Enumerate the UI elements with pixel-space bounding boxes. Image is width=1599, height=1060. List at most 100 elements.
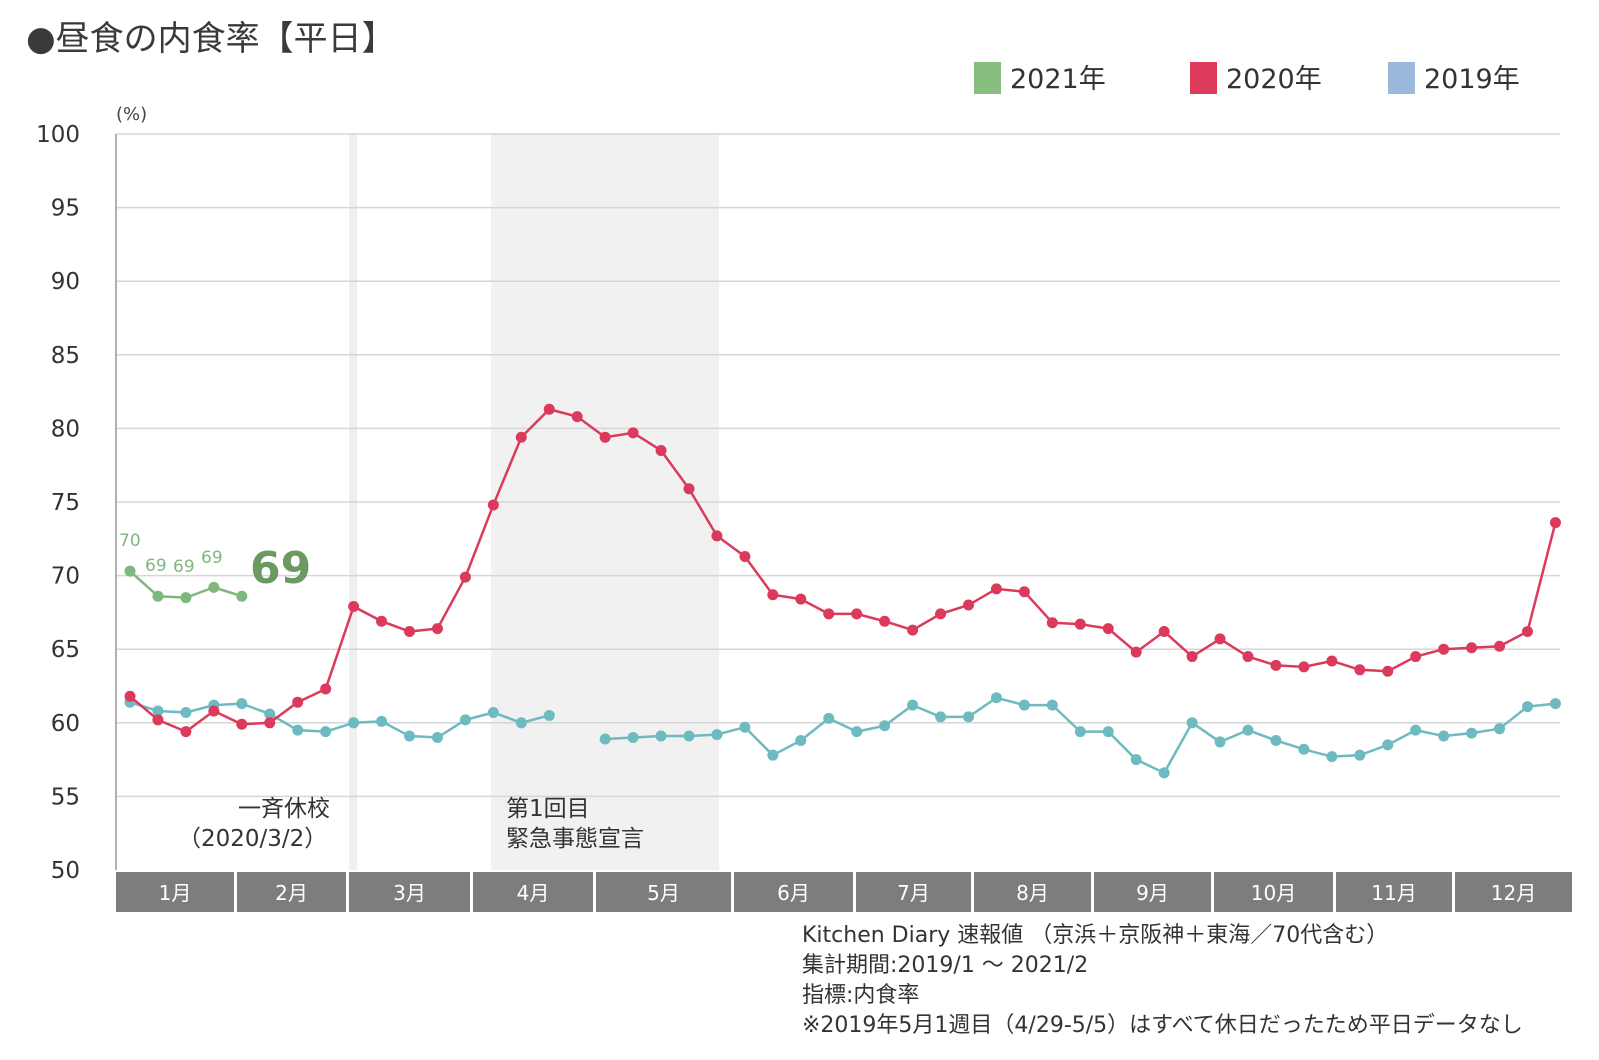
month-label-8: 8月 (1016, 881, 1049, 905)
month-cell-2 (237, 872, 346, 912)
legend-item-2020: 2020年 (1190, 62, 1322, 95)
series-2021-point-4 (236, 590, 248, 602)
series-2020-point-30 (963, 599, 974, 611)
series-2020-point-35 (1102, 623, 1114, 635)
series-2019-point-48 (1466, 727, 1478, 739)
series-2020-point-49 (1494, 640, 1506, 652)
series-2020-point-29 (935, 608, 947, 620)
chart-title: ●昼食の内食率【平日】 (26, 19, 396, 59)
month-cell-3 (349, 872, 470, 912)
annotation-emergency-line2: 緊急事態宣言 (506, 826, 644, 852)
month-label-1: 1月 (159, 881, 192, 905)
series-2020-point-19 (655, 444, 667, 456)
series-2020-point-28 (907, 624, 919, 636)
note-period: 集計期間:2019/1 ～ 2021/2 (802, 953, 1088, 978)
series-2020-point-50 (1522, 626, 1533, 638)
legend-label-2020: 2020年 (1226, 64, 1322, 95)
legend: 2021年 2020年 2019年 (974, 62, 1520, 95)
series-2019-point-38 (1186, 717, 1198, 729)
month-label-10: 10月 (1251, 881, 1296, 905)
annotation-emergency-line1: 第1回目 (506, 796, 590, 822)
series-2019-point-32 (1018, 699, 1030, 711)
series-2020-point-27 (879, 615, 891, 627)
series-2019-point-50 (1522, 701, 1533, 713)
series-2020-point-18 (627, 427, 639, 439)
series-2020-point-21 (711, 530, 723, 542)
series-2020-point-46 (1410, 651, 1422, 663)
series-2020-point-43 (1326, 655, 1338, 667)
annotation-school-closure: 一斉休校 （2020/3/2） (178, 796, 330, 852)
series-2020-point-44 (1354, 664, 1366, 676)
series-2020-point-42 (1298, 661, 1310, 673)
series-2019-point-14 (515, 717, 527, 729)
series-2020-point-45 (1382, 665, 1394, 677)
y-axis-ticks: 50 55 60 65 70 75 80 85 90 95 100 (36, 122, 80, 884)
series-2019-point-13 (487, 706, 499, 718)
series-2019-point-41 (1270, 734, 1282, 746)
source-notes: Kitchen Diary 速報値 （京浜＋京阪神＋東海／70代含む） 集計期間… (802, 923, 1523, 1038)
grid-lines (116, 133, 1560, 798)
month-cell-7 (856, 872, 971, 912)
series-2020-point-22 (739, 550, 751, 562)
series-2019-point-42 (1298, 743, 1310, 755)
series-2020-point-39 (1214, 633, 1226, 645)
series-2019-point-12 (459, 714, 471, 726)
series-2019-point-46 (1410, 724, 1422, 736)
series-2020-point-41 (1270, 659, 1282, 671)
series-2019-point-34 (1074, 726, 1086, 738)
month-label-2: 2月 (275, 881, 308, 905)
series-2019-point-10 (404, 730, 415, 742)
series-2019-line-0 (129, 701, 550, 739)
series-2019-point-6 (292, 724, 304, 736)
series-2019-point-35 (1102, 726, 1114, 738)
series-2021-point-2 (180, 592, 192, 604)
series-2019-point-24 (795, 734, 807, 746)
series-2021-point-0 (124, 565, 136, 577)
month-cell-9 (1094, 872, 1211, 912)
legend-item-2019: 2019年 (1388, 62, 1520, 95)
month-label-12: 12月 (1491, 881, 1536, 905)
month-label-6: 6月 (777, 881, 810, 905)
series-2020-point-1 (152, 714, 164, 726)
y-tick-label-95: 95 (51, 196, 80, 222)
month-label-4: 4月 (517, 881, 550, 905)
annotation-state-of-emergency: 第1回目 緊急事態宣言 (506, 796, 644, 852)
series-2019-point-45 (1382, 739, 1394, 751)
series-2020-point-9 (376, 615, 388, 627)
y-tick-label-85: 85 (51, 343, 80, 369)
series-2019-point-40 (1242, 724, 1254, 736)
series-2020-point-15 (543, 403, 555, 415)
series-2021-point-1 (152, 590, 164, 602)
month-cell-10 (1214, 872, 1333, 912)
month-label-3: 3月 (393, 881, 426, 905)
series-2019-point-17 (599, 733, 611, 745)
series-2019-point-39 (1214, 736, 1226, 748)
series-2019-point-26 (851, 726, 863, 738)
series-2021-point-3 (208, 581, 220, 593)
series-2020-line-0 (129, 408, 1557, 733)
series-2020-point-12 (459, 571, 471, 583)
y-tick-label-65: 65 (51, 637, 80, 663)
series-2021-value-labels: 70 69 69 69 69 (119, 531, 311, 594)
series-2019-point-19 (655, 730, 667, 742)
series-2020-point-3 (208, 705, 220, 717)
series-2020-point-24 (795, 593, 807, 605)
series-2019-point-33 (1046, 699, 1058, 711)
series-2020-point-17 (599, 431, 611, 443)
series-2019-point-49 (1494, 723, 1506, 735)
y-tick-label-60: 60 (51, 711, 80, 737)
series-2020-point-0 (124, 690, 136, 702)
legend-swatch-2020 (1190, 62, 1217, 94)
value-label-2021-1: 69 (145, 556, 167, 576)
series-2020-point-26 (851, 608, 863, 620)
series-2020-point-20 (683, 483, 695, 495)
series-2020 (124, 403, 1561, 738)
month-cell-1 (116, 872, 234, 912)
series-2020-point-47 (1438, 643, 1450, 655)
series-2019-point-4 (236, 698, 248, 710)
series-2019-point-11 (431, 732, 443, 744)
series-2020-point-8 (348, 601, 360, 613)
series-2020-point-40 (1242, 651, 1254, 663)
series-2019-point-43 (1326, 751, 1338, 763)
